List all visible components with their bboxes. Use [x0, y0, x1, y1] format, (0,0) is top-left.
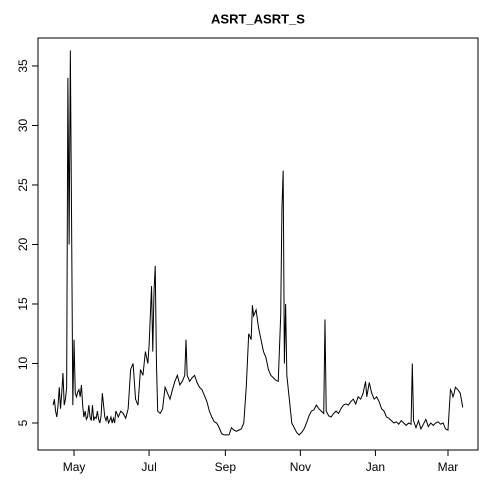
- chart-title: ASRT_ASRT_S: [211, 11, 305, 26]
- x-tick-label: Jan: [366, 460, 385, 474]
- y-tick-label: 25: [16, 178, 30, 192]
- y-tick-label: 30: [16, 118, 30, 132]
- series-line: [52, 50, 464, 436]
- x-tick-label: May: [63, 460, 86, 474]
- y-tick-label: 5: [16, 419, 30, 426]
- x-tick-label: Mar: [438, 460, 459, 474]
- y-tick-label: 35: [16, 59, 30, 73]
- y-tick-label: 15: [16, 297, 30, 311]
- x-tick-label: Jul: [141, 460, 156, 474]
- x-tick-label: Sep: [215, 460, 237, 474]
- y-tick-label: 10: [16, 356, 30, 370]
- x-tick-label: Nov: [290, 460, 311, 474]
- y-tick-label: 20: [16, 237, 30, 251]
